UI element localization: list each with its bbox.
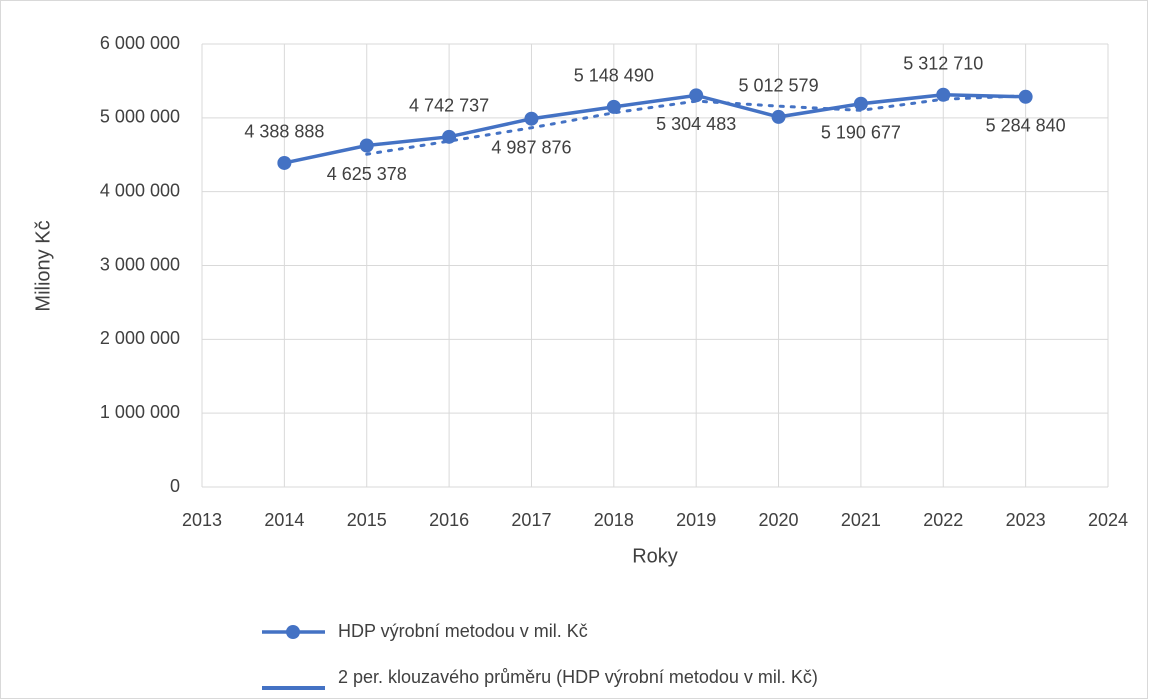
y-tick-label: 2 000 000: [100, 328, 180, 348]
data-point: [853, 96, 868, 111]
data-label: 5 284 840: [986, 116, 1066, 136]
legend-label: 2 per. klouzavého průměru (HDP výrobní m…: [338, 667, 818, 687]
x-tick-label: 2024: [1088, 510, 1128, 530]
data-label: 4 388 888: [244, 122, 324, 142]
x-tick-label: 2016: [429, 510, 469, 530]
y-tick-label: 3 000 000: [100, 254, 180, 274]
data-point: [442, 129, 457, 144]
y-tick-label: 1 000 000: [100, 402, 180, 422]
x-tick-label: 2018: [594, 510, 634, 530]
x-axis-label: Roky: [632, 545, 678, 567]
y-tick-label: 6 000 000: [100, 33, 180, 53]
data-label: 4 625 378: [327, 164, 407, 184]
data-point: [1018, 89, 1033, 104]
data-point: [524, 111, 539, 126]
y-axis-label: Miliony Kč: [32, 220, 54, 311]
x-tick-label: 2023: [1006, 510, 1046, 530]
data-label: 5 148 490: [574, 66, 654, 86]
x-tick-label: 2013: [182, 510, 222, 530]
data-point: [277, 155, 292, 170]
data-point: [689, 88, 704, 103]
x-tick-label: 2015: [347, 510, 387, 530]
data-label: 4 742 737: [409, 96, 489, 116]
x-tick-label: 2022: [923, 510, 963, 530]
legend-marker: [286, 625, 300, 639]
data-point: [936, 87, 951, 102]
data-label: 5 012 579: [739, 76, 819, 96]
data-label: 4 987 876: [491, 137, 571, 157]
x-tick-label: 2014: [264, 510, 304, 530]
y-tick-label: 4 000 000: [100, 180, 180, 200]
x-tick-label: 2020: [759, 510, 799, 530]
data-label: 5 304 483: [656, 114, 736, 134]
data-label: 5 190 677: [821, 123, 901, 143]
data-point: [771, 109, 786, 124]
x-tick-label: 2017: [511, 510, 551, 530]
legend-label: HDP výrobní metodou v mil. Kč: [338, 621, 588, 641]
data-point: [359, 138, 374, 153]
y-tick-label: 5 000 000: [100, 107, 180, 127]
x-tick-label: 2021: [841, 510, 881, 530]
data-point: [606, 99, 621, 114]
data-label: 5 312 710: [903, 53, 983, 73]
x-tick-label: 2019: [676, 510, 716, 530]
series-line: [282, 92, 1028, 165]
y-tick-label: 0: [170, 476, 180, 496]
